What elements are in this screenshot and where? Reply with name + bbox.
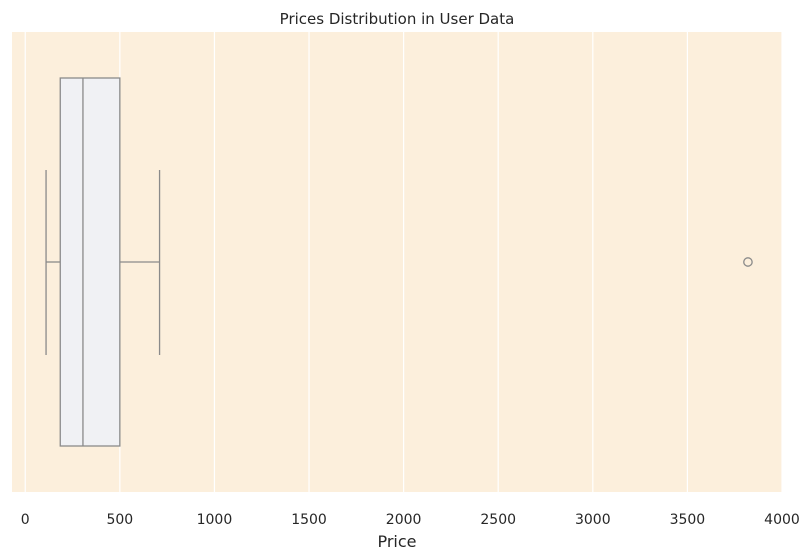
x-tick-label: 3000 [575, 512, 611, 528]
chart-title: Prices Distribution in User Data [280, 10, 515, 28]
boxplot [45, 77, 753, 447]
x-axis-ticks: 0 500 1000 1500 2000 2500 3000 3500 4000 [21, 512, 800, 528]
x-tick-label: 2000 [386, 512, 422, 528]
outlier-point [743, 257, 753, 267]
iqr-box [59, 77, 121, 447]
x-tick-label: 500 [106, 512, 133, 528]
x-axis-label: Price [377, 532, 416, 551]
x-tick-label: 0 [21, 512, 30, 528]
x-tick-label: 4000 [764, 512, 800, 528]
x-tick-label: 1500 [291, 512, 327, 528]
x-tick-label: 1000 [197, 512, 233, 528]
x-tick-label: 3500 [670, 512, 706, 528]
x-tick-label: 2500 [480, 512, 516, 528]
